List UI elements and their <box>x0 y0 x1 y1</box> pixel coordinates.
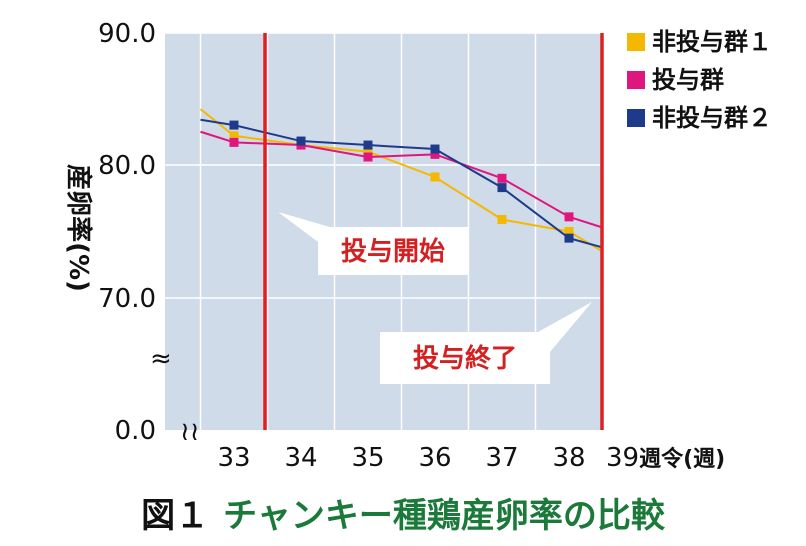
data-point <box>430 172 440 182</box>
y-axis-label: 産卵率(%) <box>63 164 94 292</box>
series-line <box>200 118 603 249</box>
data-point <box>497 173 507 183</box>
x-axis-break-symbol: ≀≀ <box>180 417 200 447</box>
legend-label: 非投与群２ <box>652 104 772 132</box>
data-point <box>229 131 239 141</box>
series-layer <box>199 108 604 253</box>
legend-swatch <box>627 109 645 127</box>
legend-label: 投与群 <box>652 66 724 94</box>
callout-tail <box>278 212 330 242</box>
callout-box <box>318 227 468 275</box>
series-3 <box>200 118 603 249</box>
x-tick-labels: 33 34 35 36 37 38 39週令(週) <box>217 443 725 473</box>
legend-label: 非投与群１ <box>652 28 772 56</box>
y-tick-label: 0.0 <box>115 416 156 446</box>
data-point <box>430 149 440 159</box>
callout-label: 投与終了 <box>413 343 517 374</box>
callout-box <box>380 332 550 384</box>
data-point <box>497 215 507 225</box>
x-tick-label: 35 <box>351 443 384 473</box>
y-tick-label: 90.0 <box>98 19 156 49</box>
data-point <box>363 152 373 162</box>
caption-title: チャンキー種鶏産卵率の比較 <box>223 496 666 536</box>
callout-tail <box>538 302 592 352</box>
legend-swatch <box>627 33 645 51</box>
data-point <box>363 147 373 157</box>
callout-label: 投与開始 <box>341 237 445 267</box>
data-point <box>229 120 239 130</box>
y-axis-break-symbol: ≈ <box>150 344 172 374</box>
data-point <box>497 183 507 193</box>
series-line <box>200 130 603 229</box>
x-tick-label: 33 <box>217 443 250 473</box>
data-point <box>564 212 574 222</box>
y-tick-label: 70.0 <box>98 284 156 314</box>
data-point <box>296 136 306 146</box>
y-tick-label: 80.0 <box>98 151 156 181</box>
x-tick-label: 37 <box>485 443 518 473</box>
x-tick-label: 38 <box>552 443 585 473</box>
x-tick-label: 36 <box>418 443 451 473</box>
legend-item: 投与群 <box>627 66 724 94</box>
horizontal-gridlines <box>165 32 603 299</box>
y-tick-labels: 90.0 80.0 70.0 0.0 <box>98 19 156 446</box>
caption-prefix: 図１ <box>141 496 209 536</box>
data-point <box>430 144 440 154</box>
legend-swatch <box>627 71 645 89</box>
data-point <box>564 233 574 243</box>
legend-item: 非投与群２ <box>627 104 772 132</box>
figure-caption: 図１ チャンキー種鶏産卵率の比較 <box>141 496 666 536</box>
data-point <box>363 140 373 150</box>
data-point <box>229 137 239 147</box>
callout-1: 投与開始 <box>278 212 468 275</box>
callout-2: 投与終了 <box>380 302 592 384</box>
x-tick-label: 34 <box>284 443 317 473</box>
x-axis-label: 週令(週) <box>639 446 725 472</box>
marker-lines <box>263 33 604 430</box>
x-tick-label: 39週令(週) <box>606 443 725 473</box>
legend-item: 非投与群１ <box>627 28 772 56</box>
data-point <box>564 227 574 236</box>
